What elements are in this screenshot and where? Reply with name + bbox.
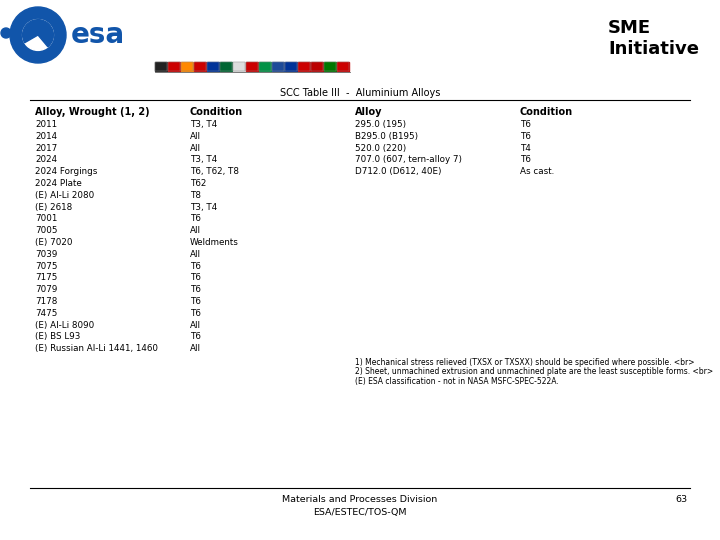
Bar — [233, 62, 245, 71]
Text: 7079: 7079 — [35, 285, 58, 294]
Bar — [298, 62, 310, 71]
Bar — [168, 62, 180, 71]
Circle shape — [10, 7, 66, 63]
Text: 7075: 7075 — [35, 261, 58, 271]
Bar — [272, 62, 284, 71]
Bar — [337, 62, 349, 71]
Text: B295.0 (B195): B295.0 (B195) — [355, 132, 418, 141]
Text: As cast.: As cast. — [520, 167, 554, 176]
Bar — [207, 62, 219, 71]
Text: 2024: 2024 — [35, 156, 57, 164]
Text: T6: T6 — [190, 214, 201, 224]
Text: Materials and Processes Division
ESA/ESTEC/TOS-QM: Materials and Processes Division ESA/EST… — [282, 495, 438, 516]
Bar — [259, 62, 271, 71]
Text: 63: 63 — [676, 495, 688, 504]
Bar — [285, 62, 297, 71]
Text: 7475: 7475 — [35, 309, 58, 318]
Bar — [324, 62, 336, 71]
Text: (E) 7020: (E) 7020 — [35, 238, 73, 247]
Bar — [298, 62, 310, 71]
Text: 7039: 7039 — [35, 250, 58, 259]
Text: Alloy, Wrought (1, 2): Alloy, Wrought (1, 2) — [35, 107, 150, 117]
Text: (E) Al-Li 8090: (E) Al-Li 8090 — [35, 321, 94, 329]
Text: SME
Initiative: SME Initiative — [608, 19, 699, 58]
Bar — [233, 62, 245, 71]
Text: D712.0 (D612, 40E): D712.0 (D612, 40E) — [355, 167, 441, 176]
Bar — [181, 62, 193, 71]
Text: T6: T6 — [190, 309, 201, 318]
Text: T6: T6 — [520, 120, 531, 129]
Text: 520.0 (220): 520.0 (220) — [355, 144, 406, 153]
Text: (E) BS L93: (E) BS L93 — [35, 333, 81, 341]
Text: 707.0 (607, tern-alloy 7): 707.0 (607, tern-alloy 7) — [355, 156, 462, 164]
Text: 7175: 7175 — [35, 273, 58, 282]
Text: (E) ESA classification - not in NASA MSFC-SPEC-522A.: (E) ESA classification - not in NASA MSF… — [355, 377, 559, 386]
Text: T8: T8 — [190, 191, 201, 200]
Bar — [311, 62, 323, 71]
Text: T6: T6 — [520, 156, 531, 164]
Text: 2024 Plate: 2024 Plate — [35, 179, 82, 188]
Text: Condition: Condition — [190, 107, 243, 117]
Bar — [194, 62, 206, 71]
Circle shape — [1, 28, 11, 38]
Bar — [311, 62, 323, 71]
Bar — [246, 62, 258, 71]
Text: T6: T6 — [190, 261, 201, 271]
Text: T3, T4: T3, T4 — [190, 202, 217, 212]
Text: 2014: 2014 — [35, 132, 57, 141]
Text: T62: T62 — [190, 179, 207, 188]
Text: T3, T4: T3, T4 — [190, 156, 217, 164]
Text: 7001: 7001 — [35, 214, 58, 224]
Text: All: All — [190, 321, 201, 329]
Text: T6: T6 — [190, 285, 201, 294]
Bar — [337, 62, 349, 71]
Text: (E) Russian Al-Li 1441, 1460: (E) Russian Al-Li 1441, 1460 — [35, 344, 158, 353]
Bar — [155, 62, 167, 71]
Bar — [220, 62, 232, 71]
Text: Weldments: Weldments — [190, 238, 239, 247]
Text: T6: T6 — [520, 132, 531, 141]
Circle shape — [22, 19, 53, 50]
Bar — [168, 62, 180, 71]
Text: T6: T6 — [190, 273, 201, 282]
Bar — [207, 62, 219, 71]
Text: 2024 Forgings: 2024 Forgings — [35, 167, 97, 176]
Text: T6: T6 — [190, 333, 201, 341]
Bar — [194, 62, 206, 71]
Text: 2) Sheet, unmachined extrusion and unmachined plate are the least susceptible fo: 2) Sheet, unmachined extrusion and unmac… — [355, 368, 713, 376]
Text: All: All — [190, 144, 201, 153]
Bar — [272, 62, 284, 71]
Bar — [220, 62, 232, 71]
Text: T6, T62, T8: T6, T62, T8 — [190, 167, 239, 176]
Bar — [246, 62, 258, 71]
Bar — [324, 62, 336, 71]
Text: All: All — [190, 250, 201, 259]
Text: esa: esa — [71, 21, 125, 49]
Text: (E) 2618: (E) 2618 — [35, 202, 72, 212]
Text: All: All — [190, 344, 201, 353]
Text: 2017: 2017 — [35, 144, 58, 153]
Bar — [181, 62, 193, 71]
Text: 295.0 (195): 295.0 (195) — [355, 120, 406, 129]
Text: T3, T4: T3, T4 — [190, 120, 217, 129]
Text: 7005: 7005 — [35, 226, 58, 235]
Text: 1) Mechanical stress relieved (TXSX or TXSXX) should be specified where possible: 1) Mechanical stress relieved (TXSX or T… — [355, 358, 695, 367]
Text: T4: T4 — [520, 144, 531, 153]
Bar — [155, 62, 167, 71]
Text: All: All — [190, 132, 201, 141]
Text: Condition: Condition — [520, 107, 573, 117]
Wedge shape — [22, 19, 53, 47]
Text: 7178: 7178 — [35, 297, 58, 306]
Text: All: All — [190, 226, 201, 235]
Bar — [259, 62, 271, 71]
Text: 2011: 2011 — [35, 120, 57, 129]
Text: (E) Al-Li 2080: (E) Al-Li 2080 — [35, 191, 94, 200]
Text: SCC Table III  -  Aluminium Alloys: SCC Table III - Aluminium Alloys — [280, 88, 440, 98]
Text: Alloy: Alloy — [355, 107, 382, 117]
Bar — [285, 62, 297, 71]
Text: T6: T6 — [190, 297, 201, 306]
